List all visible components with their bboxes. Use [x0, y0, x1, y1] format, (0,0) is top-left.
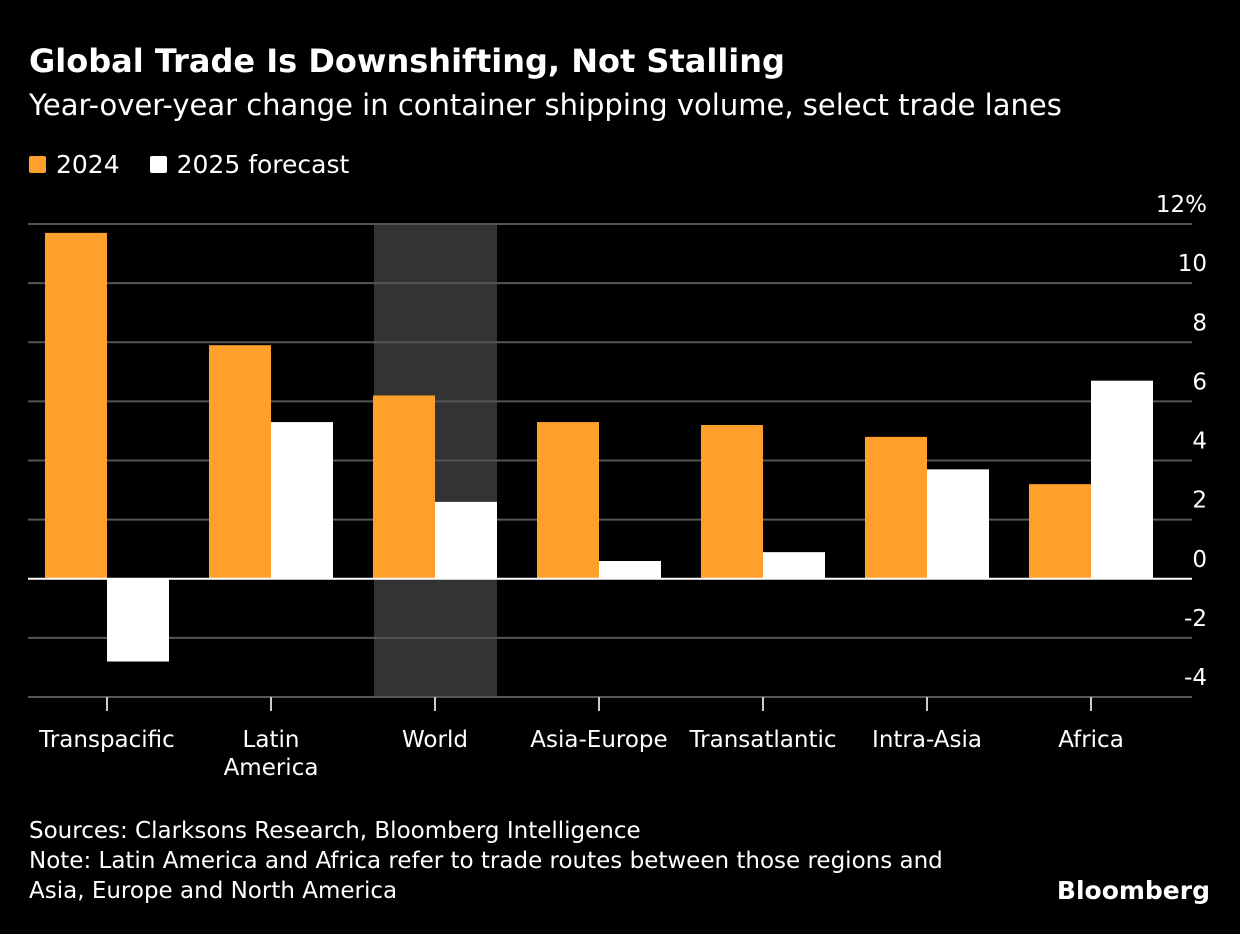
legend-label-2024: 2024 — [56, 150, 120, 179]
chart-title: Global Trade Is Downshifting, Not Stalli… — [29, 42, 785, 80]
x-tick-label: Transpacific — [38, 727, 175, 753]
y-tick-label: -4 — [1184, 665, 1207, 691]
bloomberg-logo: Bloomberg — [1056, 876, 1210, 905]
sources-text: Sources: Clarksons Research, Bloomberg I… — [29, 818, 641, 844]
y-tick-label: 10 — [1178, 251, 1207, 277]
y-tick-label: 12% — [1156, 192, 1207, 218]
note-text-2: Asia, Europe and North America — [29, 878, 398, 904]
y-tick-label: 2 — [1192, 488, 1207, 514]
bar-2024-transpacific — [45, 232, 107, 579]
x-tick-label: Latin — [243, 727, 300, 753]
x-tick-label: Intra-Asia — [872, 727, 982, 753]
bar-2025-africa — [1091, 380, 1153, 579]
legend: 2024 2025 forecast — [29, 150, 379, 179]
note-text-1: Note: Latin America and Africa refer to … — [29, 848, 943, 874]
bar-2024-asia-europe — [537, 422, 599, 579]
bar-2025-latin-america — [271, 422, 333, 579]
bar-2025-transpacific — [107, 578, 169, 662]
x-tick-label: World — [402, 727, 468, 753]
bar-2025-intra-asia — [927, 469, 989, 579]
bar-2025-transatlantic — [763, 552, 825, 579]
legend-swatch-2024 — [29, 156, 46, 173]
bar-2024-world — [373, 395, 435, 579]
legend-label-2025: 2025 forecast — [176, 150, 350, 179]
bar-2024-africa — [1029, 484, 1091, 579]
x-tick-label: America — [224, 755, 319, 781]
y-tick-label: -2 — [1184, 606, 1207, 632]
legend-swatch-2025 — [149, 156, 167, 173]
x-tick-label: Asia-Europe — [530, 727, 667, 753]
bar-2024-transatlantic — [701, 425, 763, 579]
footer: Sources: Clarksons Research, Bloomberg I… — [29, 816, 943, 906]
y-tick-label: 0 — [1192, 547, 1207, 573]
y-tick-label: 4 — [1192, 429, 1207, 455]
bar-2024-intra-asia — [865, 436, 927, 579]
x-tick-label: Africa — [1058, 727, 1124, 753]
bar-2025-asia-europe — [599, 561, 661, 579]
y-tick-label: 6 — [1192, 369, 1207, 395]
bar-2025-world — [435, 501, 497, 579]
chart-subtitle: Year-over-year change in container shipp… — [29, 88, 1062, 122]
x-tick-label: Transatlantic — [688, 727, 836, 753]
bar-2024-latin-america — [209, 345, 271, 579]
y-tick-label: 8 — [1192, 310, 1207, 336]
